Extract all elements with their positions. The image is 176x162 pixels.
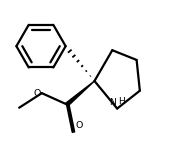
Polygon shape — [66, 81, 95, 106]
Text: H: H — [118, 97, 125, 106]
Text: O: O — [34, 89, 41, 98]
Text: N: N — [110, 98, 116, 107]
Text: O: O — [76, 121, 83, 130]
